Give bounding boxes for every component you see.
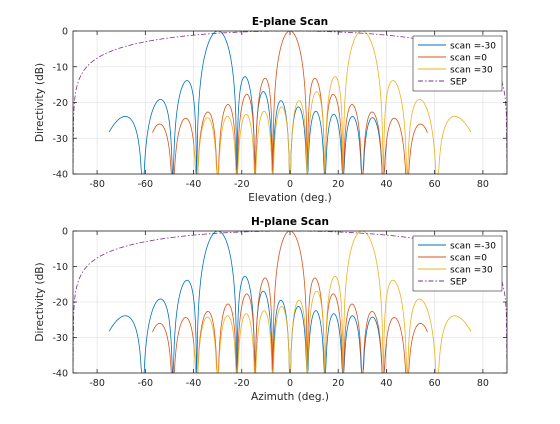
legend-label-3: scan =30 bbox=[450, 265, 493, 275]
legend-label-1: scan =-30 bbox=[450, 241, 496, 251]
x-tick-label: 20 bbox=[332, 179, 344, 190]
x-tick-label: 40 bbox=[380, 179, 392, 190]
x-tick-label: -80 bbox=[89, 378, 105, 389]
series-line-3 bbox=[193, 31, 472, 174]
y-tick-label: -20 bbox=[52, 98, 68, 109]
y-tick-label: 0 bbox=[62, 227, 68, 238]
x-tick-label: -20 bbox=[234, 179, 250, 190]
legend-label-3: scan =30 bbox=[450, 65, 493, 75]
legend-label-2: scan =0 bbox=[450, 253, 487, 263]
legend: scan =-30 scan =0 scan =30 SEP bbox=[412, 235, 503, 292]
legend-label-4: SEP bbox=[450, 277, 467, 287]
x-tick-label: -60 bbox=[138, 378, 154, 389]
x-tick-label: -60 bbox=[138, 179, 154, 190]
series-line-3 bbox=[193, 231, 472, 373]
chart-panel-h-plane: -80 -60 -40 -20 0 20 40 60 80 -40 -30 -20 -10 0 H-plan… bbox=[34, 216, 508, 403]
y-tick-label: -10 bbox=[52, 262, 68, 273]
x-tick-label: 80 bbox=[477, 378, 489, 389]
x-tick-label: 0 bbox=[287, 378, 293, 389]
x-tick-label: 40 bbox=[380, 378, 392, 389]
x-tick-label: 60 bbox=[429, 378, 441, 389]
x-tick-label: -40 bbox=[186, 378, 202, 389]
x-tick-label: 60 bbox=[429, 179, 441, 190]
x-tick-label: -40 bbox=[186, 179, 202, 190]
y-axis-label: Directivity (dB) bbox=[34, 262, 46, 341]
x-tick-label: -20 bbox=[234, 378, 250, 389]
x-tick-label: 20 bbox=[332, 378, 344, 389]
legend: scan =-30 scan =0 scan =30 SEP bbox=[412, 35, 503, 92]
y-tick-label: 0 bbox=[62, 27, 68, 38]
y-tick-label: -10 bbox=[52, 62, 68, 73]
x-axis-label: Elevation (deg.) bbox=[248, 192, 331, 204]
y-tick-label: -40 bbox=[52, 369, 68, 380]
legend-label-4: SEP bbox=[450, 77, 467, 87]
chart-title: H-plane Scan bbox=[251, 216, 329, 228]
legend-label-1: scan =-30 bbox=[450, 41, 496, 51]
y-tick-label: -40 bbox=[52, 170, 68, 181]
legend-label-2: scan =0 bbox=[450, 53, 487, 63]
x-tick-label: -80 bbox=[89, 179, 105, 190]
chart-panel-e-plane: -80 -60 -40 -20 0 20 40 60 80 -40 -30 -20 -10 0 E-plan… bbox=[34, 16, 508, 204]
y-axis-label: Directivity (dB) bbox=[34, 63, 46, 142]
x-tick-label: 80 bbox=[477, 179, 489, 190]
chart-title: E-plane Scan bbox=[252, 16, 328, 28]
y-tick-label: -30 bbox=[52, 333, 68, 344]
x-axis-label: Azimuth (deg.) bbox=[251, 391, 329, 403]
series-line-1 bbox=[108, 31, 387, 174]
y-tick-label: -30 bbox=[52, 134, 68, 145]
x-tick-label: 0 bbox=[287, 179, 293, 190]
y-tick-label: -20 bbox=[52, 298, 68, 309]
series-line-1 bbox=[108, 231, 387, 373]
